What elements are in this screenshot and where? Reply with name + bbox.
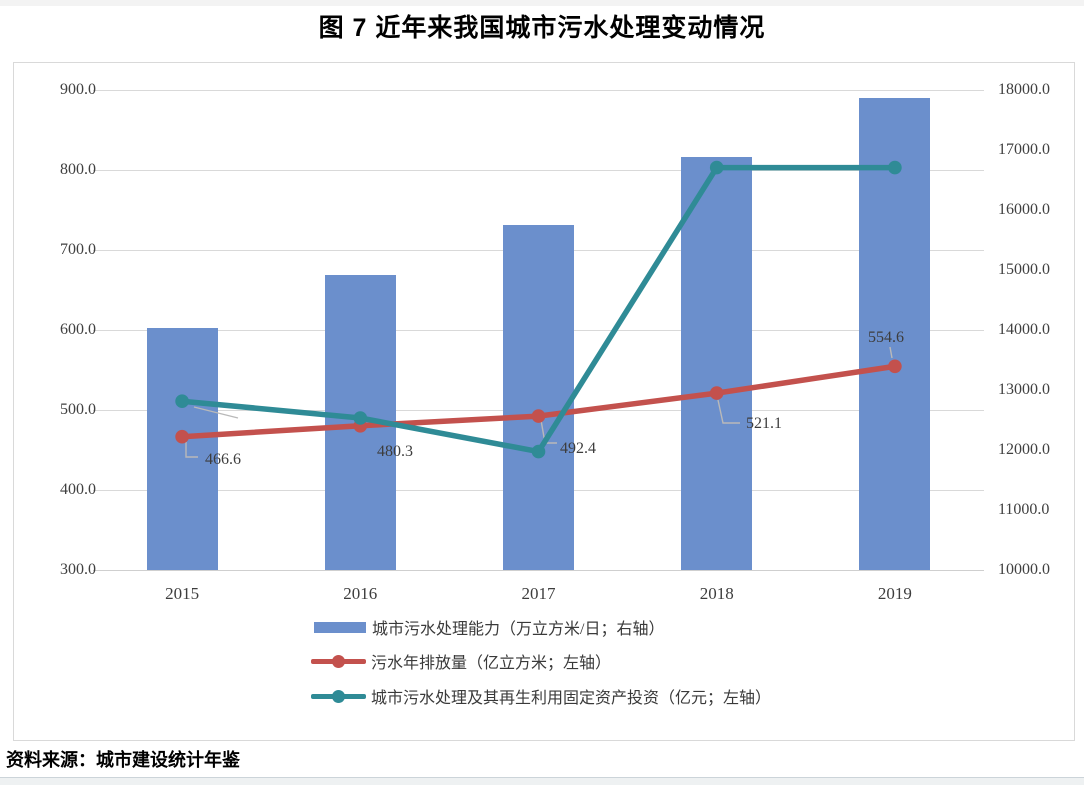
data-label-2017: 492.4 (560, 440, 596, 457)
x-axis-label-2017: 2017 (521, 584, 556, 603)
red-marker-sample (332, 654, 345, 668)
left-axis-tick: 600.0 (60, 321, 96, 338)
chart-frame: 900.0 800.0 700.0 600.0 500.0 400.0 300.0 1800… (13, 62, 1075, 741)
left-axis-tick: 300.0 (60, 561, 96, 578)
legend-label-investment: 城市污水处理及其再生利用固定资产投资（亿元；左轴） (371, 690, 772, 707)
legend-item-capacity: 城市污水处理能力（万立方米/日；右轴） (314, 614, 664, 640)
right-axis-tick: 11000.0 (998, 501, 1050, 518)
data-label-2019: 554.6 (868, 329, 904, 346)
bottom-divider (0, 777, 1084, 778)
investment-marker-2015 (175, 394, 189, 409)
leader-line (717, 399, 740, 424)
right-axis-tick: 18000.0 (998, 81, 1050, 98)
investment-marker-2019 (888, 160, 902, 175)
investment-marker-2018 (709, 160, 724, 175)
right-axis-tick: 14000.0 (998, 321, 1050, 338)
investment-marker-2016 (353, 411, 368, 425)
leader-line (193, 406, 239, 419)
left-axis-tick: 900.0 (60, 81, 96, 98)
gridline (93, 90, 984, 91)
x-axis-label-2015: 2015 (165, 584, 200, 603)
bar-2017 (503, 225, 574, 570)
x-axis-label-2016: 2016 (343, 584, 378, 603)
legend-label-capacity: 城市污水处理能力（万立方米/日；右轴） (372, 621, 665, 638)
right-axis-tick: 13000.0 (998, 381, 1050, 398)
left-axis-tick: 500.0 (60, 401, 96, 418)
investment-line (179, 164, 898, 455)
lines-layer (175, 160, 902, 459)
left-axis-tick: 800.0 (60, 161, 96, 178)
bar-2019 (859, 98, 931, 570)
teal-marker-sample (332, 689, 345, 703)
discharge-marker-2017 (531, 409, 546, 423)
right-axis-tick: 10000.0 (998, 561, 1050, 578)
x-axis-label-2019: 2019 (877, 584, 912, 603)
legend-item-investment: 城市污水处理及其再生利用固定资产投资（亿元；左轴） (311, 683, 771, 709)
data-label-2018: 521.1 (746, 415, 782, 432)
top-edge-strip (0, 0, 1084, 6)
bottom-edge-strip (0, 778, 1084, 785)
data-label-2015: 466.6 (205, 451, 241, 468)
leader-line (889, 346, 893, 359)
bar-2015 (146, 327, 218, 570)
data-label-2016: 480.3 (377, 443, 413, 460)
legend-item-discharge: 污水年排放量（亿立方米；左轴） (311, 648, 611, 674)
x-axis-label-2018: 2018 (699, 584, 734, 603)
gridline (93, 170, 984, 171)
left-axis-tick: 700.0 (60, 241, 96, 258)
bar-2018 (681, 157, 753, 570)
legend-swatch-teal-line (311, 689, 366, 703)
legend-swatch-red-line (311, 654, 366, 668)
discharge-marker-2018 (709, 386, 724, 400)
figure-title: 图 7 近年来我国城市污水处理变动情况 (318, 14, 766, 42)
investment-marker-2017 (531, 444, 546, 459)
legend-label-discharge: 污水年排放量（亿立方米；左轴） (371, 655, 612, 672)
legend-swatch-bar (314, 621, 366, 633)
discharge-line (179, 363, 898, 440)
right-axis-tick: 12000.0 (998, 441, 1050, 458)
right-axis-tick: 15000.0 (998, 261, 1050, 278)
discharge-marker-2015 (175, 429, 189, 444)
right-axis-tick: 17000.0 (998, 141, 1050, 158)
gridline (93, 570, 984, 571)
discharge-marker-2019 (888, 359, 902, 374)
right-axis-tick: 16000.0 (998, 201, 1050, 218)
leader-line (185, 442, 198, 458)
left-axis-tick: 400.0 (60, 481, 96, 498)
source-note: 资料来源：城市建设统计年鉴 (6, 750, 240, 770)
